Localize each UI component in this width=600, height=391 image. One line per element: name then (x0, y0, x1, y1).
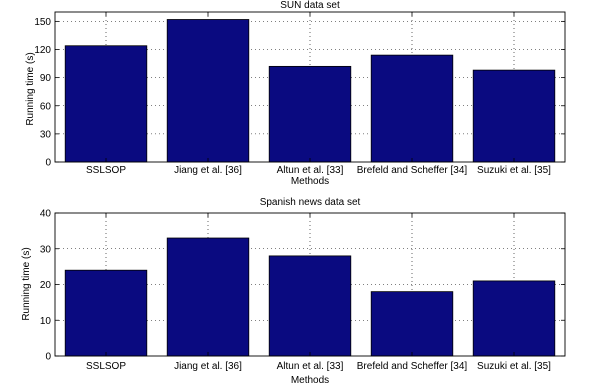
bar-sslsop (64, 45, 148, 163)
axes-frame (54, 11, 566, 163)
x-axis-label-sun: Methods (291, 176, 329, 187)
bar-suzuki-et-al-35 (472, 69, 556, 163)
y-tick-label: 0 (45, 352, 51, 363)
bar-jiang-et-al-36 (166, 19, 250, 163)
y-axis-label-spanish: Running time (s) (21, 247, 32, 320)
bar-altun-et-al-33 (268, 65, 352, 163)
chart-title-spanish: Spanish news data set (260, 197, 361, 208)
subplot-sun: SUN data set Running time (s) Methods 0 3… (25, 0, 566, 187)
bar-altun-et-al-33 (268, 255, 352, 357)
y-tick-label: 120 (34, 45, 51, 56)
x-tick-label: Altun et al. [33] (277, 361, 344, 372)
x-tick-label: Suzuki et al. [35] (477, 361, 551, 372)
x-axis-label-spanish: Methods (291, 375, 329, 386)
y-tick-label: 30 (40, 129, 52, 140)
x-tick-label: Brefeld and Scheffer [34] (357, 361, 468, 372)
x-tick-label: Suzuki et al. [35] (477, 165, 551, 176)
bar-suzuki-et-al-35 (472, 280, 556, 357)
y-tick-label: 90 (40, 73, 52, 84)
y-tick-label: 60 (40, 101, 52, 112)
axes-frame (54, 212, 566, 357)
x-tick-label: Brefeld and Scheffer [34] (357, 165, 468, 176)
y-tick-label: 40 (40, 209, 52, 220)
bar-brefeld-and-scheffer-34 (370, 54, 454, 163)
bar-sslsop (64, 269, 148, 357)
x-tick-label: Altun et al. [33] (277, 165, 344, 176)
x-tick-label: SSLSOP (86, 361, 126, 372)
x-tick-label: Jiang et al. [36] (174, 165, 242, 176)
y-tick-label: 20 (40, 280, 52, 291)
x-tick-label: Jiang et al. [36] (174, 361, 242, 372)
y-tick-label: 30 (40, 244, 52, 255)
bar-jiang-et-al-36 (166, 237, 250, 357)
y-tick-label: 0 (45, 158, 51, 169)
plot-area-spanish: 0 10 20 30 40 SSLSOP Jiang et al. [36] Altun et… (40, 209, 566, 372)
subplot-spanish: Spanish news data set Running time (s) M… (21, 197, 566, 386)
plot-area-sun: 0 30 60 90 120 150 SSLSOP Jiang et al. [36] Altu… (34, 11, 566, 176)
bar-brefeld-and-scheffer-34 (370, 291, 454, 357)
chart-title-sun: SUN data set (280, 0, 340, 11)
y-tick-label: 150 (34, 17, 51, 28)
x-tick-label: SSLSOP (86, 165, 126, 176)
y-axis-label-sun: Running time (s) (25, 52, 36, 125)
y-tick-label: 10 (40, 316, 52, 327)
